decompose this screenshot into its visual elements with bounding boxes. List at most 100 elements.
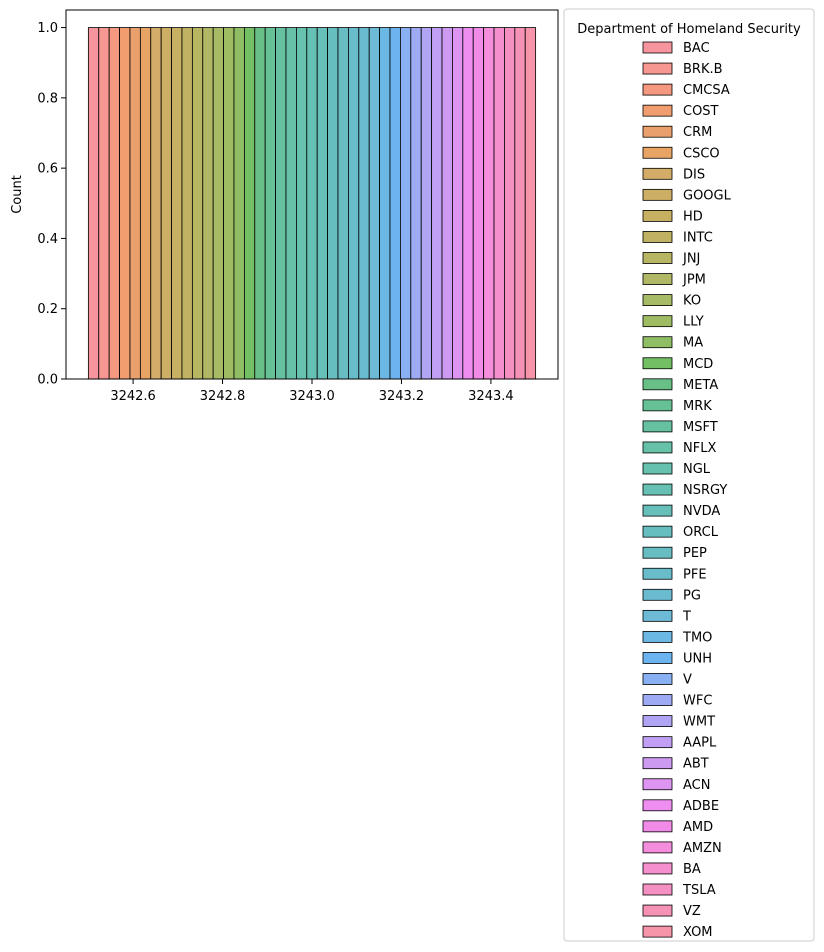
y-tick-label: 0.2 [37,302,58,317]
y-tick-label: 0.0 [37,373,58,388]
x-tick-label: 3243.2 [379,389,425,404]
legend-label: PFE [683,567,707,582]
legend-label: INTC [683,230,713,245]
bar-amzn [483,27,495,380]
legend-label: PEP [683,546,707,561]
legend-label: KO [683,294,701,309]
legend-label: MA [683,336,703,351]
x-tick-label: 3242.6 [110,389,156,404]
legend-label: CSCO [683,146,720,161]
bar-abt [441,27,453,380]
legend-swatch [642,294,673,307]
legend-swatch [642,483,673,496]
legend-label: COST [683,104,719,119]
bar-unh [389,27,401,380]
bar-googl [160,27,172,380]
legend-swatch [642,420,673,433]
legend-swatch [642,546,673,559]
bar-bac [87,27,100,380]
bar-msft [275,27,287,380]
legend-label: WFC [683,694,712,709]
legend-swatch [642,567,673,580]
legend-swatch [642,209,673,222]
legend-label: ACN [683,778,710,793]
legend-label: AAPL [683,736,717,751]
legend-swatch [642,778,673,791]
bar-nvda [316,27,329,380]
legend-swatch [642,336,673,349]
legend-label: V [683,673,692,688]
bar-tmo [379,27,391,380]
legend-swatch [642,799,673,812]
legend-label: META [683,378,718,393]
legend-swatch [642,652,673,664]
legend-label: CRM [683,125,712,140]
legend-swatch [642,83,673,96]
bar-pfe [348,27,360,380]
bar-hd [171,27,183,380]
legend-label: T [682,609,691,624]
legend-label: AMZN [683,841,722,856]
bar-aapl [431,27,443,380]
legend-label: BRK.B [683,62,723,77]
bar-v [400,27,412,380]
legend-swatch [642,862,673,875]
x-axis: 3242.6 3242.8 3243.0 3243.2 3243.4 [110,379,514,404]
y-tick-label: 0.4 [37,232,58,247]
legend-label: CMCSA [683,83,730,98]
bar-cost [119,27,131,380]
legend-label: JPM [682,273,706,288]
y-tick-label: 0.6 [37,162,58,177]
legend-label: ABT [683,757,709,772]
x-tick-label: 3243.4 [468,389,514,404]
legend-frame [563,8,815,942]
legend-label: NFLX [683,441,716,456]
legend-label: MCD [683,357,713,372]
legend-swatch [642,188,673,201]
bar-crm [129,27,141,380]
legend-swatch [642,525,673,538]
legend-label: HD [683,209,703,224]
legend-label: BA [683,862,701,877]
bars-group [87,27,537,380]
bar-t [368,27,381,380]
legend-swatch [642,757,673,770]
legend-swatch [642,231,673,243]
legend-label: NGL [683,462,711,477]
legend-label: TSLA [682,883,716,898]
legend-swatch [642,125,673,138]
bar-ko [212,27,224,380]
legend-title: Department of Homeland Security [577,22,801,37]
legend-label: VZ [683,904,701,919]
legend-label: MRK [683,399,712,414]
legend-label: XOM [683,925,713,940]
legend-swatch [642,41,673,54]
bar-pg [358,27,370,380]
bar-wmt [420,27,433,380]
legend-label: GOOGL [683,188,732,203]
legend-swatch [642,104,673,117]
legend-swatch [642,504,673,517]
legend-swatch [642,252,673,264]
y-tick-label: 0.8 [37,91,58,106]
bar-jnj [191,27,204,380]
bar-intc [181,27,193,380]
legend-swatch [642,883,673,896]
bar-jpm [202,27,214,380]
bar-wfc [410,27,422,380]
bar-nflx [285,27,297,380]
legend-label: MSFT [683,420,718,435]
legend-swatch [642,62,673,75]
bar-vz [514,27,526,380]
legend-swatch [642,146,673,159]
legend-label: TMO [682,630,712,645]
legend-label: DIS [683,167,705,182]
legend-label: JNJ [682,252,700,267]
legend-swatch [642,273,673,285]
legend-swatch [642,609,673,622]
legend: Department of Homeland Security BAC BRK.B… [563,8,815,942]
legend-label: NVDA [683,504,720,519]
x-tick-label: 3243.0 [289,389,335,404]
bar-brk-b [98,27,110,380]
legend-swatch [642,588,673,601]
